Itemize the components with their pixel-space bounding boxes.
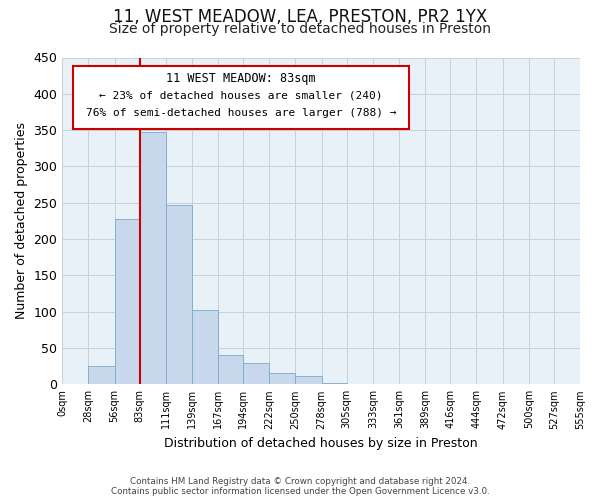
Bar	[88, 366, 115, 384]
Text: 76% of semi-detached houses are larger (788) →: 76% of semi-detached houses are larger (…	[86, 108, 396, 118]
Y-axis label: Number of detached properties: Number of detached properties	[15, 122, 28, 320]
Bar	[140, 132, 166, 384]
FancyBboxPatch shape	[73, 66, 409, 130]
Text: Contains public sector information licensed under the Open Government Licence v3: Contains public sector information licen…	[110, 487, 490, 496]
Bar	[322, 383, 347, 384]
Bar	[295, 376, 322, 384]
Text: Size of property relative to detached houses in Preston: Size of property relative to detached ho…	[109, 22, 491, 36]
Text: 11 WEST MEADOW: 83sqm: 11 WEST MEADOW: 83sqm	[166, 72, 316, 85]
Bar	[243, 362, 269, 384]
Bar	[192, 310, 218, 384]
Text: Contains HM Land Registry data © Crown copyright and database right 2024.: Contains HM Land Registry data © Crown c…	[130, 478, 470, 486]
Bar	[218, 354, 243, 384]
Text: 11, WEST MEADOW, LEA, PRESTON, PR2 1YX: 11, WEST MEADOW, LEA, PRESTON, PR2 1YX	[113, 8, 487, 26]
Text: ← 23% of detached houses are smaller (240): ← 23% of detached houses are smaller (24…	[99, 90, 383, 100]
Bar	[269, 372, 295, 384]
Bar	[166, 205, 192, 384]
X-axis label: Distribution of detached houses by size in Preston: Distribution of detached houses by size …	[164, 437, 478, 450]
Bar	[115, 218, 140, 384]
